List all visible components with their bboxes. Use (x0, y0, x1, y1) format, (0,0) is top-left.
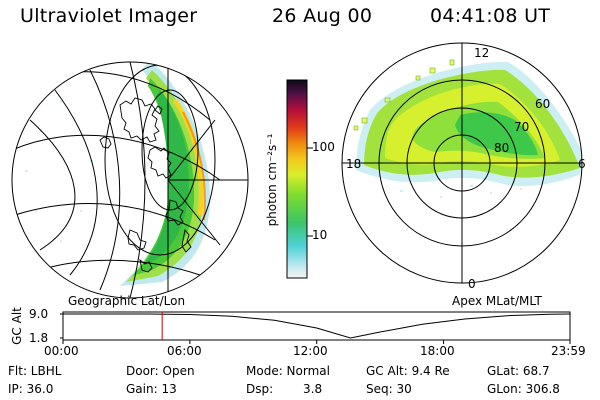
altitude-xtick-0: 00:00 (44, 344, 79, 358)
colorbar-label-100: 100 (312, 140, 335, 154)
altitude-x-ticks (62, 340, 571, 344)
image-date: 26 Aug 00 (272, 5, 373, 27)
sequence-status: Seq: 30 (366, 382, 412, 396)
filter-status: Flt: LBHL (8, 364, 62, 378)
apex-caption: Apex MLat/MLT (452, 294, 542, 308)
altitude-xtick-1: 06:00 (167, 344, 202, 358)
altitude-xtick-4: 23:59 (551, 344, 586, 358)
color-scale (286, 79, 313, 279)
polar-panel (341, 42, 583, 284)
mlt-label-0: 0 (468, 277, 476, 291)
geographic-panel (11, 61, 249, 299)
mlt-label-18: 18 (346, 157, 362, 171)
mlat-label-60: 60 (535, 97, 551, 111)
dsp-label: Dsp: (246, 382, 274, 396)
mlt-label-12: 12 (474, 46, 490, 60)
image-time: 04:41:08 UT (430, 5, 551, 27)
gc-altitude-status: GC Alt: 9.4 Re (366, 364, 450, 378)
colorbar-unit: photon cm⁻²s⁻¹ (265, 133, 279, 227)
altitude-plot-frame (62, 311, 571, 341)
door-status: Door: Open (126, 364, 195, 378)
ip-status: IP: 36.0 (8, 382, 54, 396)
mlat-label-70: 70 (514, 120, 530, 134)
auroral-emission-right (353, 59, 582, 198)
altitude-ytick-min: 1.8 (29, 331, 49, 345)
geographic-caption: Geographic Lat/Lon (68, 294, 186, 308)
altitude-xtick-3: 18:00 (420, 344, 455, 358)
mlat-label-80: 80 (494, 141, 510, 155)
altitude-strip (60, 311, 571, 344)
glon-status: GLon: 306.8 (487, 382, 560, 396)
altitude-curve (63, 313, 571, 339)
mode-status: Mode: Normal (246, 364, 330, 378)
glat-status: GLat: 68.7 (487, 364, 550, 378)
mlt-label-6: 6 (578, 157, 586, 171)
auroral-emission-left (20, 62, 211, 286)
altitude-xtick-2: 12:00 (293, 344, 328, 358)
altitude-ylabel: GC Alt (10, 307, 24, 345)
dsp-value: 3.8 (303, 382, 323, 396)
colorbar-gradient (286, 79, 308, 279)
gain-status: Gain: 13 (126, 382, 177, 396)
altitude-ytick-max: 9.0 (29, 307, 49, 321)
colorbar-label-10: 10 (312, 228, 328, 242)
instrument-title: Ultraviolet Imager (20, 5, 198, 27)
